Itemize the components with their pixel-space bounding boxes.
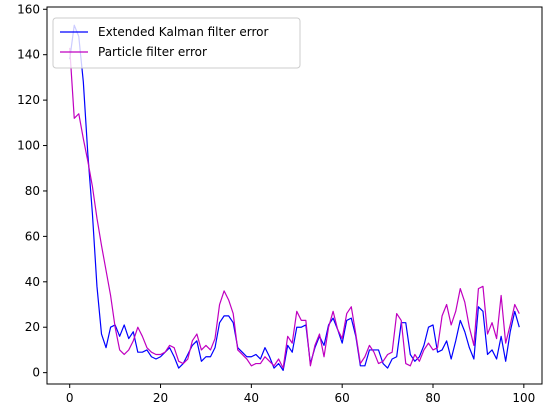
y-tick-label: 20 [25, 320, 40, 334]
x-tick-label: 0 [66, 391, 74, 405]
x-tick-label: 80 [425, 391, 440, 405]
y-tick-label: 120 [17, 93, 40, 107]
y-axis: 0 20 40 60 80 100 120 140 160 [17, 2, 47, 380]
legend-label-ekf: Extended Kalman filter error [98, 25, 268, 39]
y-tick-label: 60 [25, 229, 40, 243]
series-line-pf [69, 47, 520, 369]
legend-box [52, 17, 301, 69]
x-tick-label: 60 [335, 391, 350, 405]
legend-label-pf: Particle filter error [98, 45, 207, 59]
y-tick-label: 0 [32, 366, 40, 380]
y-tick-label: 40 [25, 275, 40, 289]
x-axis: 0 20 40 60 80 100 [66, 384, 535, 405]
x-tick-label: 40 [244, 391, 259, 405]
x-tick-label: 20 [153, 391, 168, 405]
series-line-ekf [69, 24, 520, 371]
plot-frame [46, 6, 543, 385]
series-layer [69, 24, 520, 371]
x-tick-label: 100 [512, 391, 535, 405]
y-tick-label: 100 [17, 139, 40, 153]
y-tick-label: 140 [17, 48, 40, 62]
legend: Extended Kalman filter error Particle fi… [52, 17, 301, 69]
y-tick-label: 160 [17, 2, 40, 16]
y-tick-label: 80 [25, 184, 40, 198]
